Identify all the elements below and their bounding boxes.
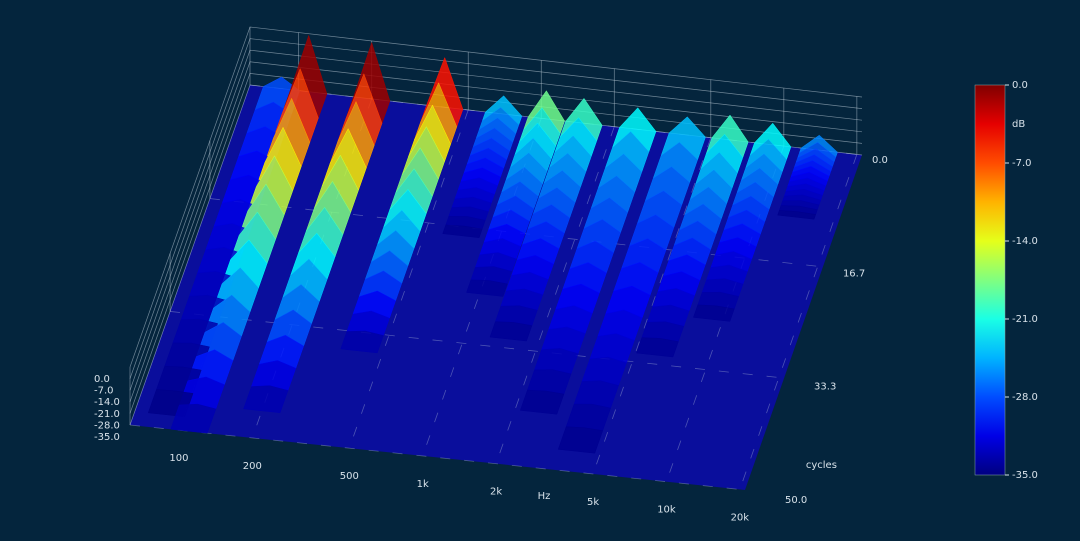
ridge-segment <box>340 330 384 354</box>
x-axis-label: Hz <box>538 491 551 502</box>
ridge-segment <box>636 337 679 358</box>
grid-line <box>129 424 746 491</box>
colorbar-tick-label: -14.0 <box>1012 236 1038 247</box>
y-tick-label: 50.0 <box>785 495 807 506</box>
z-tick-label: -28.0 <box>94 420 120 431</box>
x-tick-label: 200 <box>243 461 262 472</box>
ridge-segment <box>489 321 533 342</box>
ridge-segment <box>466 279 508 297</box>
x-tick-label: 100 <box>169 453 188 464</box>
grid-line <box>739 154 858 490</box>
z-tick-label: -35.0 <box>94 432 120 443</box>
z-tick-label: -7.0 <box>94 386 114 397</box>
ridge-segment <box>520 389 565 415</box>
grid-line <box>592 137 712 475</box>
colorbar-tick-label: 0.0 <box>1012 80 1028 91</box>
ridge-segment <box>565 403 611 431</box>
x-tick-label: 2k <box>490 487 502 498</box>
colorbar-label: dB <box>1012 119 1025 130</box>
x-tick-label: 1k <box>417 479 429 490</box>
ridge-segment <box>693 304 735 322</box>
x-tick-label: 500 <box>340 471 359 482</box>
y-axis-label: cycles <box>806 460 837 471</box>
ridge-segment <box>170 403 217 434</box>
colorbar-tick-label: -28.0 <box>1012 392 1038 403</box>
y-tick-label: 16.7 <box>843 269 865 280</box>
z-tick-label: -14.0 <box>94 397 120 408</box>
grid-line <box>170 311 785 379</box>
z-tick-label: -21.0 <box>94 409 120 420</box>
colorbar-tick-label: -35.0 <box>1012 470 1038 481</box>
ridge-segment <box>557 426 603 454</box>
x-tick-label: 5k <box>587 497 599 508</box>
z-tick-label: 0.0 <box>94 374 110 385</box>
y-tick-label: 0.0 <box>872 155 888 166</box>
x-tick-label: 10k <box>657 505 676 516</box>
x-tick-label: 20k <box>731 512 750 523</box>
colorbar <box>974 84 1006 476</box>
ridge-segment <box>442 224 483 238</box>
grid-line <box>495 126 615 464</box>
colorbar-tick-label: -21.0 <box>1012 314 1038 325</box>
colorbar-tick-label: -7.0 <box>1012 158 1032 169</box>
ridge-segment <box>243 385 289 413</box>
y-tick-label: 33.3 <box>814 381 836 392</box>
ridge-segment <box>777 210 816 220</box>
